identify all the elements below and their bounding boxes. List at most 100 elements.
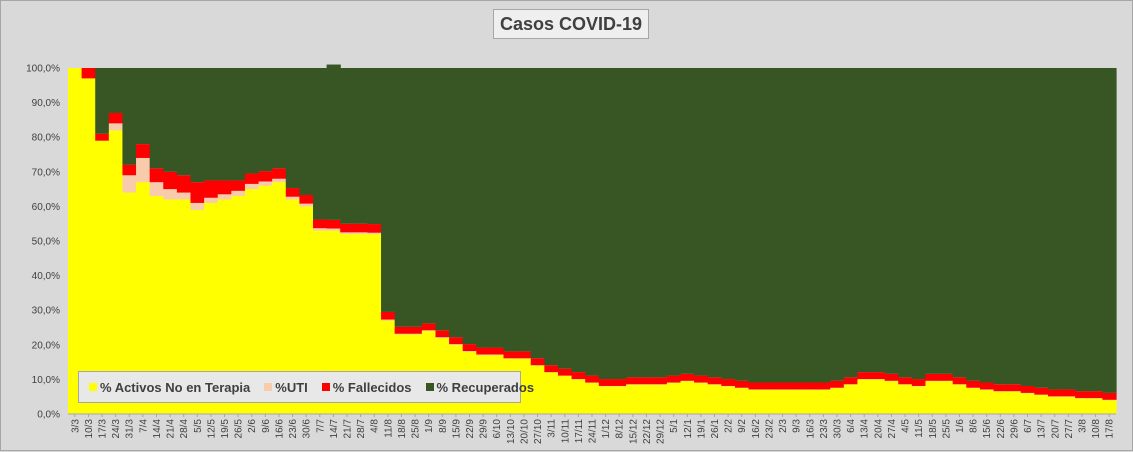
x-tick-label: 19/1 [696, 419, 707, 439]
area-segment-s1-x21 [354, 232, 368, 234]
x-tick-label: 23/6 [288, 419, 299, 439]
x-tick-label: 21/7 [343, 419, 354, 439]
area-segment-s0-x73 [1062, 397, 1076, 414]
area-segment-s0-x52 [776, 390, 790, 414]
area-segment-s2-x53 [789, 383, 803, 390]
area-segment-s2-x65 [953, 377, 967, 384]
x-tick-label: 29/9 [479, 419, 490, 439]
x-tick-label: 9/2 [737, 419, 748, 433]
x-tick-label: 26/1 [710, 419, 721, 439]
area-segment-s3-x11 [218, 68, 232, 180]
area-segment-s0-x51 [762, 390, 776, 414]
area-segment-s2-x60 [885, 374, 899, 381]
area-segment-s0-x67 [980, 390, 994, 414]
x-tick-label: 1/9 [424, 419, 435, 433]
area-segment-s2-x34 [531, 358, 545, 365]
x-tick-label: 30/3 [832, 419, 843, 439]
area-segment-s0-x54 [803, 390, 817, 414]
area-segment-s2-x55 [817, 383, 831, 390]
area-segment-s0-x74 [1075, 398, 1089, 414]
x-tick-label: 14/4 [152, 419, 163, 439]
area-segment-s0-x46 [694, 383, 708, 414]
area-segment-s3-x30 [476, 68, 490, 348]
legend-label-uti: %UTI [275, 380, 308, 395]
x-tick-label: 6/4 [846, 419, 857, 433]
x-tick-label: 3/11 [547, 419, 558, 438]
x-tick-label: 16/2 [751, 419, 762, 439]
area-segment-s1-x10 [204, 198, 218, 203]
area-segment-s1-x5 [136, 158, 150, 182]
area-segment-s1-x13 [245, 184, 259, 189]
area-segment-s0-x36 [558, 376, 572, 414]
x-tick-label: 22/6 [996, 419, 1007, 439]
area-segment-s2-x16 [286, 188, 300, 197]
x-tick-label: 24/11 [588, 419, 599, 444]
area-segment-s2-x23 [381, 312, 395, 320]
area-segment-s2-x64 [939, 374, 953, 381]
area-segment-s0-x43 [653, 385, 667, 414]
area-segment-s3-x71 [1034, 68, 1048, 388]
area-segment-s2-x28 [449, 337, 463, 344]
area-segment-s1-x23 [381, 320, 395, 321]
x-tick-label: 8/6 [969, 419, 980, 433]
x-tick-label: 29/6 [1009, 419, 1020, 439]
area-segment-s2-x70 [1021, 386, 1035, 393]
area-segment-s3-x44 [667, 68, 681, 376]
y-tick-label: 90,0% [32, 98, 60, 109]
area-segment-s2-x13 [245, 174, 259, 184]
legend-swatch-activos [89, 383, 97, 391]
area-segment-s0-x55 [817, 390, 831, 414]
area-segment-s3-x34 [531, 68, 545, 358]
area-segment-s2-x40 [612, 379, 626, 386]
area-segment-s0-x68 [994, 392, 1008, 414]
area-segment-s3-x67 [980, 68, 994, 383]
area-segment-s2-x35 [544, 365, 558, 372]
x-tick-label: 12/5 [206, 419, 217, 439]
x-tick-label: 16/6 [274, 419, 285, 439]
legend-swatch-fallecidos [322, 383, 330, 391]
area-segment-s0-x62 [912, 386, 926, 414]
area-segment-s3-x42 [640, 68, 654, 377]
area-segment-s0-x37 [572, 379, 586, 414]
area-segment-s2-x7 [163, 172, 177, 189]
area-segment-s3-x27 [435, 68, 449, 330]
area-segment-s0-x48 [721, 386, 735, 414]
x-tick-label: 19/5 [220, 419, 231, 439]
area-segment-s3-x28 [449, 68, 463, 337]
area-segment-s0-x72 [1048, 397, 1062, 414]
area-segment-s2-x66 [966, 381, 980, 388]
x-tick-label: 5/5 [193, 419, 204, 433]
x-tick-label: 18/8 [397, 419, 408, 439]
area-segment-s3-x32 [504, 68, 518, 351]
area-segment-s2-x15 [272, 168, 286, 178]
area-segment-s2-x8 [177, 175, 191, 192]
area-segment-s3-x55 [817, 68, 831, 383]
area-segment-s2-x12 [231, 180, 245, 190]
area-segment-s0-x65 [953, 385, 967, 414]
y-tick-label: 30,0% [32, 306, 60, 317]
x-tick-label: 16/3 [805, 419, 816, 439]
area-segment-s3-x22 [367, 68, 381, 224]
area-segment-s3-x26 [422, 68, 436, 323]
area-segment-s2-x30 [476, 348, 490, 355]
x-tick-label: 13/4 [860, 419, 871, 439]
legend-label-fallecidos: % Fallecidos [333, 380, 412, 395]
area-segment-s0-x61 [898, 385, 912, 414]
area-segment-s3-x31 [490, 68, 504, 348]
area-segment-s3-x5 [136, 68, 150, 144]
area-segment-s1-x28 [449, 344, 463, 345]
area-segment-s1-x14 [259, 181, 273, 185]
area-segment-s3-x14 [259, 68, 273, 171]
x-tick-label: 22/12 [642, 419, 653, 444]
area-segment-s3-x13 [245, 68, 259, 174]
area-segment-s1-x26 [422, 330, 436, 331]
area-segment-s1-x15 [272, 179, 286, 182]
area-segment-s3-x57 [844, 68, 858, 377]
area-segment-s0-x69 [1007, 392, 1021, 414]
area-segment-s1-x4 [122, 175, 136, 192]
area-segment-s3-x40 [612, 68, 626, 379]
area-segment-s2-x1 [82, 68, 96, 78]
area-segment-s1-x19 [327, 229, 341, 231]
area-segment-s2-x31 [490, 348, 504, 355]
x-tick-label: 8/12 [615, 419, 626, 439]
